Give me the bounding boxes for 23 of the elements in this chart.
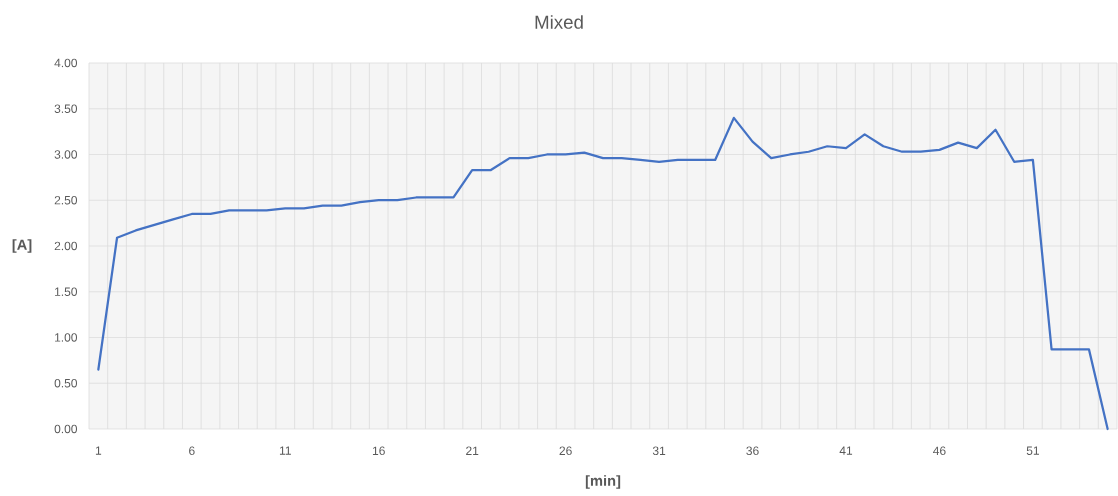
x-tick-label: 41 <box>839 446 853 455</box>
x-tick-label: 46 <box>933 446 946 456</box>
y-tick-label: 3.50 <box>54 104 78 113</box>
x-tick-label: 21 <box>466 446 479 455</box>
chart-title: Mixed <box>535 15 583 29</box>
x-tick-label: 1 <box>95 446 102 455</box>
x-tick-label: 36 <box>746 446 759 456</box>
y-tick-label: 2.00 <box>54 241 78 251</box>
y-axis-title: [A] <box>12 239 32 253</box>
y-tick-label: 0.00 <box>54 424 78 434</box>
y-tick-label: 1.00 <box>55 333 78 342</box>
y-tick-label: 1.50 <box>55 287 78 296</box>
x-tick-label: 26 <box>559 446 572 456</box>
y-tick-label: 2.50 <box>54 195 78 205</box>
x-tick-label: 11 <box>279 446 291 455</box>
x-tick-label: 51 <box>1026 446 1039 455</box>
y-tick-label: 3.00 <box>54 150 78 159</box>
y-tick-label: 4.00 <box>54 58 78 68</box>
x-tick-label: 6 <box>189 446 195 456</box>
x-axis-title: [min] <box>585 475 621 489</box>
y-tick-label: 0.50 <box>54 378 78 388</box>
x-tick-label: 16 <box>372 446 385 456</box>
x-tick-label: 31 <box>652 446 666 456</box>
